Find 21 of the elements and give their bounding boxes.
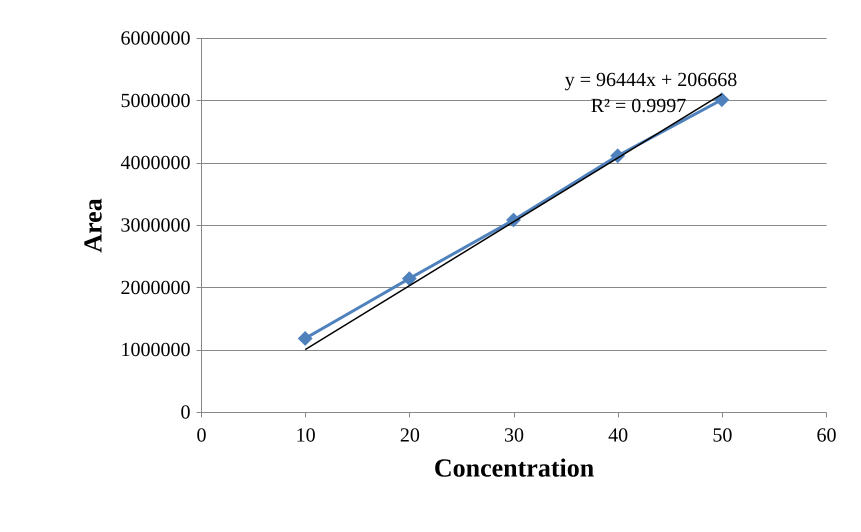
x-tick-label: 50 [712,424,732,446]
annotation: y = 96444x + 206668 [564,69,738,91]
y-tick-label: 0 [180,402,190,424]
y-tick-label: 5000000 [120,90,190,112]
x-axis-title: Concentration [434,454,595,482]
point [402,271,417,286]
y-tick-label: 6000000 [120,28,190,50]
y-tick-label: 1000000 [120,339,190,362]
x-tick-label: 30 [504,424,524,446]
point [714,92,730,108]
annotation: R² = 0.9997 [590,95,686,117]
x-tick-label: 60 [816,424,836,446]
x-tick-label: 10 [296,424,316,446]
x-tick-label: 40 [608,424,628,446]
y-axis-title: Area [78,198,108,253]
x-tick-label: 0 [196,424,206,446]
y-tick-label: 4000000 [120,152,190,174]
y-tick-label: 2000000 [120,276,190,299]
point [298,331,313,346]
x-tick-label: 20 [400,424,420,446]
y-tick-label: 3000000 [120,214,190,236]
